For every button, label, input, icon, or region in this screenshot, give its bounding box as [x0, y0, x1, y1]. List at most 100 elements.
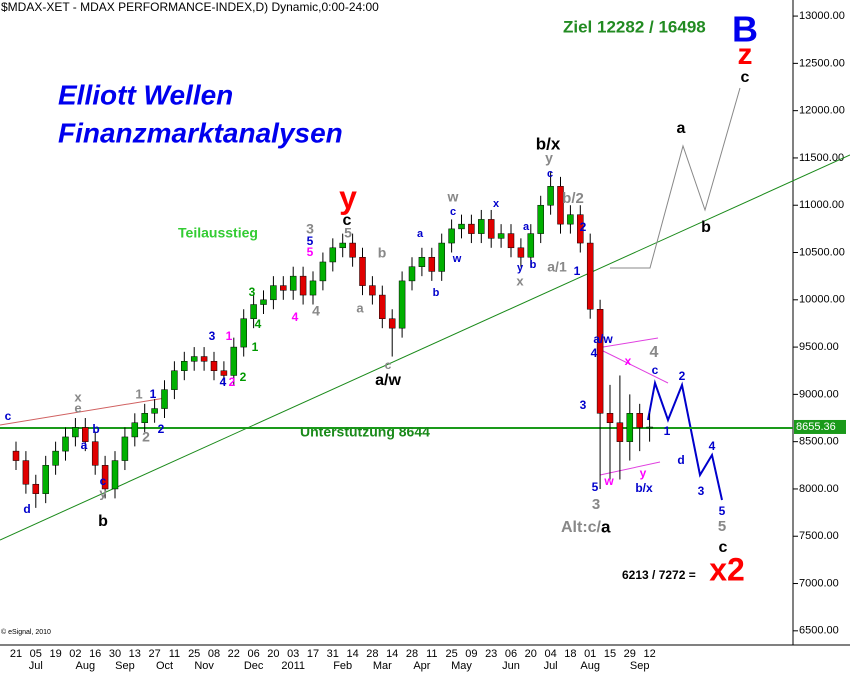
- annotation: 4: [255, 317, 262, 331]
- annotation: 4: [591, 346, 598, 360]
- y-tick-label: 11500.00: [799, 152, 844, 164]
- candle-body: [12, 450, 20, 461]
- x-tick-label: 05: [30, 648, 42, 660]
- annotation: 2: [679, 369, 686, 383]
- annotation: c: [450, 206, 456, 218]
- candle-body: [250, 304, 257, 319]
- candle-body: [131, 422, 139, 438]
- x-tick-label: 28: [366, 648, 378, 660]
- month-label: Aug: [580, 660, 600, 672]
- annotation: B: [732, 9, 758, 50]
- annotation: 3: [306, 221, 314, 237]
- y-tick-label: 8000.00: [799, 483, 839, 495]
- x-tick-label: 06: [505, 648, 517, 660]
- annotation: d: [23, 502, 30, 516]
- x-tick-label: 03: [287, 648, 299, 660]
- annotation: 5: [592, 480, 599, 494]
- x-tick-label: 29: [624, 648, 636, 660]
- x-tick-label: 18: [564, 648, 576, 660]
- annotation: 1: [664, 424, 671, 438]
- x-tick-label: 11: [169, 648, 180, 660]
- candle-body: [507, 233, 515, 249]
- candle-body: [646, 426, 653, 429]
- annotation: 5: [344, 225, 352, 241]
- month-label: 2011: [281, 660, 305, 672]
- annotation: c: [343, 212, 352, 229]
- candle-body: [359, 256, 366, 286]
- y-tick-label: 9500.00: [799, 341, 839, 353]
- annotation: 2: [158, 422, 165, 436]
- candle-body: [349, 242, 356, 258]
- annotation: a: [356, 300, 364, 315]
- month-label: Jul: [29, 660, 43, 672]
- candle-body: [408, 266, 416, 282]
- annotation: 5: [307, 234, 314, 248]
- blue-projection: [647, 379, 723, 501]
- candle-body: [448, 228, 455, 244]
- annotation: Elliott Wellen: [58, 79, 233, 110]
- annotation: b/2: [562, 190, 584, 207]
- month-label: Jul: [544, 660, 558, 672]
- candle-body: [309, 280, 317, 296]
- annotation: a: [417, 228, 424, 240]
- annotation: 3: [592, 496, 600, 513]
- triangle-upper: [596, 347, 669, 384]
- candle-body: [141, 413, 148, 423]
- candle-body: [567, 214, 574, 225]
- gray-projection: [610, 87, 741, 269]
- x-tick-label: 06: [247, 648, 259, 660]
- x-tick-label: 17: [307, 648, 319, 660]
- annotation: a/w: [593, 332, 613, 346]
- x-tick-label: 31: [327, 648, 339, 660]
- annotation: 2: [580, 220, 587, 234]
- annotation: 4: [650, 344, 659, 361]
- annotation: z: [738, 38, 753, 71]
- candle-body: [478, 219, 485, 234]
- y-tick-label: 13000.00: [799, 10, 845, 22]
- annotation: Finanzmarktanalysen: [58, 117, 343, 148]
- annotation: 3: [698, 484, 705, 498]
- candle-body: [418, 256, 426, 267]
- candle-body: [181, 361, 188, 371]
- candle-body: [388, 318, 396, 329]
- annotation: Ziel 12282 / 16498: [563, 17, 706, 36]
- x-tick-label: 01: [584, 648, 596, 660]
- annotation: c: [652, 363, 659, 377]
- x-tick-label: 11: [426, 648, 437, 660]
- x-tick-label: 27: [148, 648, 160, 660]
- annotation: x: [74, 389, 82, 404]
- candle-body: [458, 223, 465, 230]
- annotation: b/x: [635, 481, 653, 495]
- y-tick-label: 10000.00: [799, 294, 845, 306]
- y-tick-label: 7000.00: [799, 577, 839, 589]
- candle-body: [299, 275, 307, 296]
- x-tick-label: 04: [544, 648, 556, 660]
- x-tick-label: 21: [10, 648, 22, 660]
- annotation: 1: [135, 386, 142, 401]
- chart-title: $MDAX-XET - MDAX PERFORMANCE-INDEX,D) Dy…: [1, 0, 379, 14]
- candle-body: [438, 242, 445, 272]
- annotation: b: [701, 219, 711, 236]
- candle-body: [606, 413, 614, 423]
- month-label: May: [451, 660, 472, 672]
- candle-body: [468, 223, 475, 234]
- annotation: 5: [307, 245, 314, 259]
- candle-body: [230, 346, 238, 376]
- triangle-top: [596, 337, 659, 349]
- annotation: 1: [252, 340, 259, 354]
- candle-body: [101, 465, 109, 490]
- annotation: c: [385, 358, 392, 372]
- month-label: Mar: [373, 660, 392, 672]
- annotation: y: [517, 262, 524, 274]
- annotation: 4: [709, 439, 716, 453]
- x-tick-label: 12: [643, 648, 655, 660]
- month-label: Aug: [76, 660, 96, 672]
- candle-body: [517, 247, 525, 258]
- annotation: c: [5, 409, 12, 423]
- candle-body: [577, 214, 584, 244]
- annotation: y: [640, 466, 647, 480]
- candle-body: [586, 242, 594, 310]
- annotation: 1: [574, 264, 581, 278]
